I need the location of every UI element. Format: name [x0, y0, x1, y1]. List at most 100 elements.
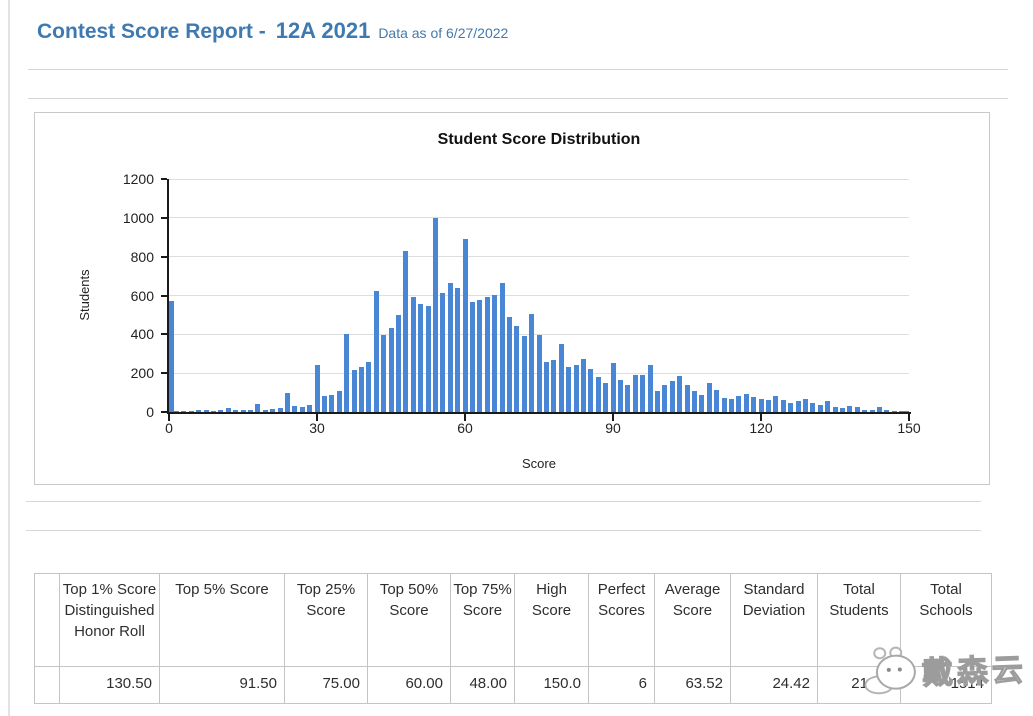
stats-value-cell: 1514 [900, 666, 992, 704]
histogram-bar [647, 365, 653, 412]
report-header: Contest Score Report - 12A 2021 Data as of… [37, 18, 508, 44]
x-axis-tick-label: 150 [897, 420, 921, 436]
stats-value-cell: 24.42 [730, 666, 818, 704]
x-axis-tick-label: 120 [749, 420, 773, 436]
histogram-bar [706, 382, 712, 412]
stats-value-cell: 75.00 [284, 666, 368, 704]
stats-value-cell: 6 [588, 666, 655, 704]
histogram-bar [773, 395, 779, 412]
x-axis-tick-label: 60 [457, 420, 473, 436]
histogram-bar [418, 304, 424, 412]
stats-value-cell: 21024 [817, 666, 901, 704]
histogram-bar [262, 409, 268, 412]
histogram-bar [625, 384, 631, 412]
histogram-bar [536, 335, 542, 412]
x-axis [167, 412, 911, 414]
histogram-bar [321, 395, 327, 412]
page-left-border [8, 0, 10, 716]
y-axis-tick [161, 178, 167, 180]
stats-header-cell: Perfect Scores [588, 573, 655, 667]
histogram-bar [277, 407, 283, 412]
y-axis-tick-label: 1200 [122, 171, 154, 187]
histogram-bar [551, 359, 557, 412]
y-axis-tick-label: 200 [130, 365, 154, 382]
stats-header-cell [34, 573, 60, 667]
histogram-bar [210, 411, 216, 412]
chart-title: Student Score Distribution [437, 131, 641, 148]
histogram-bar [492, 294, 498, 412]
histogram-bar [721, 398, 727, 412]
y-axis-tick [161, 294, 167, 297]
stats-header-cell: Standard Deviation [730, 573, 818, 667]
histogram-bar [610, 363, 616, 412]
histogram-bar [462, 239, 468, 412]
y-axis-title: Students [77, 269, 92, 321]
x-axis-tick-label: 90 [605, 420, 621, 436]
chart-panel: Student Score Distribution Students 0 200… [34, 112, 990, 485]
x-axis-tick-label: 0 [165, 420, 173, 436]
histogram-bar [329, 394, 335, 412]
stats-header-row: Top 1% Score Distinguished Honor Roll Top… [34, 573, 992, 667]
histogram-bar [640, 375, 646, 412]
histogram-bar [336, 390, 342, 412]
gridline [169, 217, 909, 219]
histogram-bar [477, 300, 483, 412]
histogram-bar [603, 382, 609, 412]
histogram-bar [891, 411, 897, 412]
histogram-bar [580, 358, 586, 412]
histogram-bar [506, 316, 512, 412]
histogram-bar [173, 411, 179, 412]
histogram-bar [440, 292, 446, 412]
histogram-bar [899, 411, 905, 412]
stats-header-cell: Top 5% Score [159, 573, 285, 667]
histogram-bar [410, 297, 416, 412]
histogram-bar [780, 400, 786, 412]
x-axis-tick [316, 414, 318, 421]
histogram-bar [188, 411, 194, 412]
histogram-bar [447, 282, 453, 412]
histogram-bar [351, 370, 357, 412]
y-axis-tick-label: 0 [146, 404, 154, 420]
data-as-of-label: Data as of 6/27/2022 [378, 25, 509, 41]
histogram-bar [432, 217, 438, 412]
x-axis-tick [908, 414, 910, 421]
stats-value-cell: 63.52 [654, 666, 731, 704]
x-axis-title: Score [522, 456, 556, 471]
histogram-bar [225, 408, 231, 412]
histogram-bar [558, 344, 564, 412]
histogram-bar [484, 297, 490, 412]
histogram-bar [270, 409, 276, 412]
histogram-bar [284, 392, 290, 412]
stats-header-cell: High Score [514, 573, 589, 667]
histogram-bar [381, 335, 387, 412]
y-axis [167, 179, 169, 412]
section-divider-2 [26, 530, 981, 531]
histogram-bar [862, 410, 868, 412]
histogram-bar [617, 379, 623, 412]
histogram-bar [817, 405, 823, 412]
y-axis-tick [161, 411, 167, 413]
stats-value-cell [34, 666, 60, 704]
histogram-bar [469, 302, 475, 412]
y-axis-tick-label: 600 [130, 287, 154, 304]
stats-header-cell: Top 50% Score [367, 573, 451, 667]
y-axis-tick-label: 800 [130, 248, 154, 265]
stats-value-cell: 130.50 [59, 666, 160, 704]
x-axis-tick-label: 30 [309, 420, 325, 436]
stats-value-cell: 60.00 [367, 666, 451, 704]
gridline [169, 178, 909, 180]
y-axis-tick [161, 333, 167, 336]
y-axis-tick [161, 216, 167, 219]
histogram-bar [455, 287, 461, 412]
histogram-bar [403, 250, 409, 412]
header-divider-2 [28, 98, 1008, 99]
histogram-bar [366, 361, 372, 412]
histogram-bar [196, 410, 202, 412]
stats-header-cell: Total Schools [900, 573, 992, 667]
stats-value-cell: 48.00 [450, 666, 515, 704]
stats-header-cell: Top 1% Score Distinguished Honor Roll [59, 573, 160, 667]
y-axis-tick [161, 372, 167, 375]
histogram-bar [869, 410, 875, 412]
y-axis-tick-label: 1000 [122, 209, 154, 226]
